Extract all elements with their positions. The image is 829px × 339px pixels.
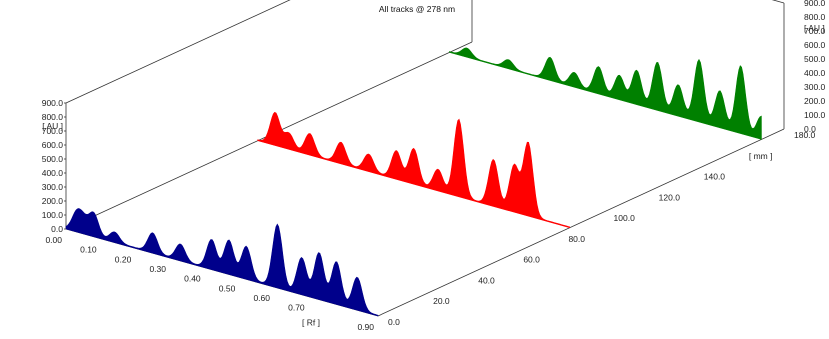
z-tick-label-left: 900.0 <box>42 98 64 108</box>
x-tick-label: 0.60 <box>253 293 270 303</box>
z-tick-label-right: 400.0 <box>804 68 826 78</box>
z-tick-label-right: 0.0 <box>804 124 816 134</box>
depth-tick-label: 60.0 <box>523 255 540 265</box>
depth-axis-label: [ mm ] <box>749 151 773 161</box>
z-tick-label-left: 800.0 <box>42 112 64 122</box>
z-tick-label-right: 500.0 <box>804 54 826 64</box>
depth-tick-label: 20.0 <box>433 296 450 306</box>
chart-title: All tracks @ 278 nm <box>379 4 455 14</box>
depth-tick-label: 120.0 <box>659 192 681 202</box>
x-tick-label: 0.40 <box>184 274 201 284</box>
z-tick-label-left: 700.0 <box>42 126 64 136</box>
z-tick-label-left: 0.0 <box>51 224 63 234</box>
series-area <box>65 208 379 317</box>
x-tick-label: 0.20 <box>115 254 132 264</box>
x-tick-label: 0.30 <box>149 264 166 274</box>
series-layer <box>65 47 762 317</box>
depth-tick-label: 40.0 <box>478 275 495 285</box>
depth-tick-label: 100.0 <box>614 213 636 223</box>
axis-line <box>377 128 785 317</box>
axis-box <box>65 0 785 317</box>
x-tick-label: 0.90 <box>357 322 374 332</box>
depth-tick-label: 140.0 <box>704 172 726 182</box>
axis-line <box>65 0 291 104</box>
depth-tick-label: 0.0 <box>388 317 400 327</box>
z-tick-label-left: 100.0 <box>42 210 64 220</box>
z-tick-label-right: 800.0 <box>804 12 826 22</box>
z-tick-label-right: 700.0 <box>804 26 826 36</box>
z-tick-label-right: 900.0 <box>804 0 826 8</box>
depth-tick-label: 80.0 <box>568 234 585 244</box>
axis-line <box>771 0 785 4</box>
z-axis-label-left: [ AU ] <box>42 121 63 131</box>
z-tick-label-left: 300.0 <box>42 182 64 192</box>
z-tick-label-right: 200.0 <box>804 96 826 106</box>
x-axis-label: [ Rf ] <box>302 318 320 328</box>
series-area <box>449 47 762 140</box>
tick-labels: 0.0 100.0 200.0 300.0 400.0 500.0 600.0 700.0 80… <box>42 0 826 332</box>
x-tick-label: 0.50 <box>219 283 236 293</box>
x-tick-label: 0.00 <box>45 235 62 245</box>
z-tick-label-left: 600.0 <box>42 140 64 150</box>
z-tick-label-left: 200.0 <box>42 196 64 206</box>
z-tick-label-left: 400.0 <box>42 168 64 178</box>
z-tick-label-right: 100.0 <box>804 110 826 120</box>
z-tick-label-left: 500.0 <box>42 154 64 164</box>
depth-tick-label: 180.0 <box>794 130 816 140</box>
series-area <box>257 111 571 229</box>
z-tick-label-right: 300.0 <box>804 82 826 92</box>
z-axis-label-right: [ AU ] <box>804 23 825 33</box>
x-tick-label: 0.10 <box>80 245 97 255</box>
z-tick-label-right: 600.0 <box>804 40 826 50</box>
x-tick-label: 0.70 <box>288 303 305 313</box>
